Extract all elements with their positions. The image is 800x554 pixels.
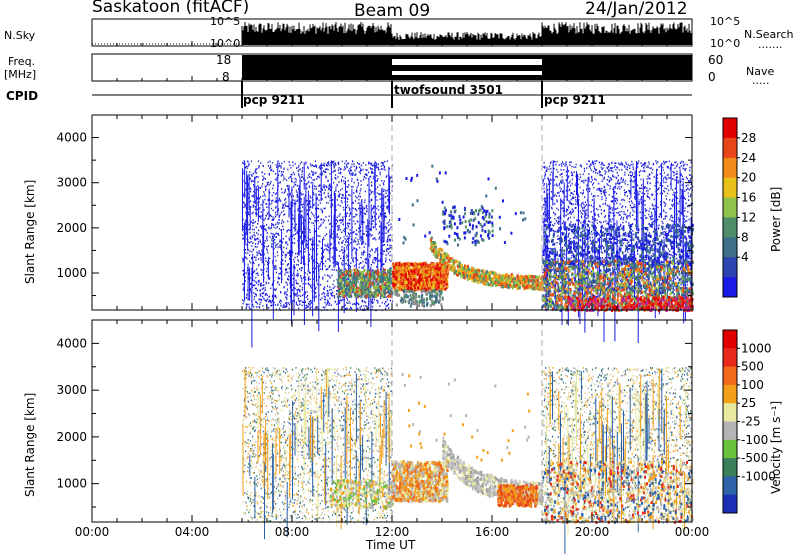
colorbar-tick-label: -100: [741, 433, 768, 447]
colorbar-cell: [723, 330, 737, 349]
colorbar-tick-label: 16: [741, 191, 756, 205]
colorbar-cell: [723, 458, 737, 477]
colorbar-cell: [723, 476, 737, 496]
colorbar-tick-label: -500: [741, 451, 768, 465]
colorbar-cell: [723, 348, 737, 368]
freq-label: Freq.: [8, 55, 36, 68]
date-title: 24/Jan/2012: [585, 0, 688, 19]
station-title: Saskatoon (fitACF): [92, 0, 250, 17]
colorbar-cell: [723, 217, 737, 238]
x-tick-label: 04:00: [175, 525, 210, 539]
nsky-label: N.Sky: [4, 29, 36, 42]
noise-axis-top-right: 10^5: [710, 15, 741, 28]
colorbar-tick-label: 12: [741, 210, 756, 224]
cpid-label: CPID: [6, 89, 39, 103]
colorbar-cell: [723, 157, 737, 179]
y-tick-label: 1000: [56, 477, 87, 491]
x-axis-title: Time UT: [366, 538, 416, 552]
colorbar-cell: [723, 384, 737, 404]
cpid-segment-2: twofsound 3501: [394, 83, 503, 97]
colorbar-cell: [723, 366, 737, 386]
nave-dots: .....: [752, 74, 770, 87]
colorbar-cell: [723, 118, 737, 139]
y-tick-label: 4000: [56, 131, 87, 145]
nave-label: Nave: [746, 65, 775, 78]
nsearch-dots: .......: [758, 38, 783, 51]
velocity-colorbar-label: Velocity [m s⁻¹]: [769, 400, 783, 494]
colorbar-tick-label: 1000: [741, 341, 772, 355]
noise-axis-bottom: 10^0: [210, 37, 241, 50]
freq-bar-pcp: [242, 55, 392, 80]
colorbar-cell: [723, 197, 737, 218]
noise-axis-top: 10^5: [210, 15, 241, 28]
colorbar-cell: [723, 277, 737, 298]
colorbar-tick-label: 8: [741, 230, 749, 244]
colorbar-tick-label: 4: [741, 250, 749, 264]
colorbar-tick-label: -25: [741, 415, 761, 429]
velocity-scatter: [242, 366, 694, 554]
power-scatter: [242, 160, 694, 348]
freq-axis-bottom: 8: [222, 70, 230, 84]
power-ylabel: Slant Range [km]: [23, 179, 37, 284]
freq-bar-twofsound: [392, 55, 542, 80]
colorbar-tick-label: 500: [741, 360, 764, 374]
x-tick-label: 16:00: [475, 525, 510, 539]
colorbar-cell: [723, 421, 737, 441]
colorbar-tick-label: 100: [741, 378, 764, 392]
y-tick-label: 2000: [56, 221, 87, 235]
power-colorbar: [722, 117, 738, 298]
colorbar-cell: [723, 403, 737, 422]
colorbar-cell: [723, 439, 737, 459]
beam-title: Beam 09: [354, 1, 431, 21]
nave-axis-bottom: 0: [708, 70, 716, 84]
colorbar-cell: [723, 237, 737, 258]
freq-unit-label: [MHz]: [4, 68, 37, 81]
colorbar-tick-label: 20: [741, 171, 756, 185]
y-tick-label: 1000: [56, 266, 87, 280]
colorbar-cell: [723, 494, 737, 514]
y-tick-label: 3000: [56, 176, 87, 190]
x-tick-label: 00:00: [675, 525, 710, 539]
colorbar-cell: [723, 257, 737, 278]
x-tick-label: 12:00: [375, 525, 410, 539]
x-tick-label: 20:00: [575, 525, 610, 539]
colorbar-tick-label: 28: [741, 131, 756, 145]
colorbar-tick-label: -1000: [741, 469, 776, 483]
freq-axis-top: 18: [216, 53, 232, 67]
cpid-segment-1: pcp 9211: [243, 93, 305, 107]
colorbar-tick-label: 25: [741, 396, 756, 410]
power-colorbar-label: Power [dB]: [769, 186, 783, 252]
freq-bar-pcp: [542, 55, 692, 80]
colorbar-tick-label: 24: [741, 151, 756, 165]
y-tick-label: 2000: [56, 430, 87, 444]
noise-axis-bottom-right: 10^0: [710, 37, 741, 50]
nsearch-label: N.Search: [744, 28, 794, 41]
x-tick-label: 00:00: [75, 525, 110, 539]
y-tick-label: 3000: [56, 383, 87, 397]
x-tick-label: 08:00: [275, 525, 310, 539]
velocity-ylabel: Slant Range [km]: [23, 392, 37, 497]
nave-axis-top: 60: [708, 53, 724, 67]
cpid-segment-3: pcp 9211: [544, 93, 606, 107]
colorbar-cell: [723, 137, 737, 159]
colorbar-cell: [723, 177, 737, 199]
y-tick-label: 4000: [56, 336, 87, 350]
